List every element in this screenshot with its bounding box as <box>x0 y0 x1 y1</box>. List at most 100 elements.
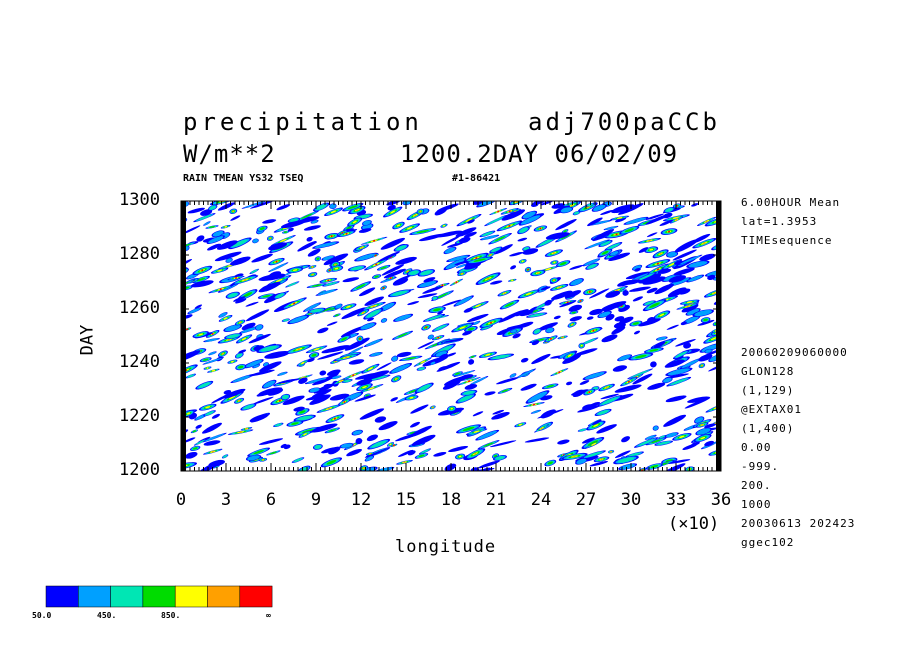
precip-cell <box>563 230 567 233</box>
precip-cell <box>192 447 198 450</box>
precip-cell <box>589 288 610 299</box>
precip-cell <box>553 315 561 320</box>
precip-cell <box>417 341 435 349</box>
precip-cell <box>520 215 541 225</box>
precip-cell <box>638 273 662 284</box>
precip-cell <box>494 236 506 242</box>
precip-cell <box>628 452 641 457</box>
precip-cell <box>656 262 659 265</box>
precip-cell <box>407 450 416 456</box>
precip-cell <box>283 444 291 450</box>
precip-cell <box>358 228 372 233</box>
precip-cell <box>610 450 613 453</box>
precip-cell <box>615 233 618 236</box>
precip-cell <box>529 313 544 317</box>
precip-cell <box>645 301 654 305</box>
precip-cell <box>587 217 603 227</box>
precip-cell <box>287 227 294 232</box>
precip-cell <box>333 417 336 420</box>
precip-cell <box>418 280 437 288</box>
precip-cell <box>665 359 685 368</box>
precip-cell <box>382 287 385 289</box>
precip-cell <box>694 309 713 317</box>
precip-cell <box>275 278 283 283</box>
precip-cell <box>462 426 475 431</box>
precip-cell <box>572 389 585 398</box>
precip-cell <box>391 356 398 362</box>
precip-cell <box>596 424 617 434</box>
precip-cell <box>584 372 605 380</box>
precip-cell <box>601 334 618 343</box>
precip-cell <box>674 239 698 253</box>
precip-cell <box>579 380 590 385</box>
precip-cell <box>187 374 195 378</box>
precip-cell <box>448 255 469 262</box>
precip-cell <box>367 367 373 371</box>
precip-cell <box>322 255 334 261</box>
precip-cell <box>615 217 627 223</box>
precip-cell <box>275 260 278 263</box>
precip-cell <box>196 440 205 445</box>
precip-cell <box>409 421 421 428</box>
precip-cell <box>605 314 615 321</box>
precip-cell <box>462 330 473 336</box>
precip-cell <box>395 378 398 380</box>
precip-cell <box>313 348 320 351</box>
precip-cell <box>442 224 446 227</box>
precip-cell <box>635 354 647 359</box>
precip-cell <box>209 351 216 355</box>
precip-cell <box>611 204 635 214</box>
precip-cell <box>417 293 438 299</box>
precip-cell <box>394 314 412 322</box>
precip-cell <box>552 252 555 254</box>
precip-cell <box>571 311 576 314</box>
precip-cell <box>234 273 244 278</box>
precip-cell <box>581 437 595 444</box>
precip-cell <box>568 304 583 312</box>
precip-cell <box>307 357 315 363</box>
precip-cell <box>221 388 246 399</box>
precip-cell <box>395 256 417 265</box>
precip-cell <box>197 277 206 282</box>
precip-cell <box>698 354 713 362</box>
precip-cell <box>647 382 666 390</box>
precip-cell <box>287 282 297 287</box>
precip-cell <box>545 327 554 333</box>
precip-cell <box>544 299 552 306</box>
precip-cell <box>307 377 327 384</box>
precip-cell <box>311 273 314 276</box>
precip-cell <box>547 461 553 465</box>
precip-cell <box>383 268 407 279</box>
precip-cell <box>477 430 498 440</box>
precip-cell <box>430 361 436 365</box>
precip-cell <box>713 292 716 294</box>
precip-cell <box>437 293 448 299</box>
precip-cell <box>226 258 233 263</box>
precip-cell <box>459 395 473 402</box>
precip-cell <box>467 219 475 224</box>
precip-cell <box>701 344 720 352</box>
precip-cell <box>569 264 583 270</box>
precip-cell <box>207 243 222 251</box>
precip-cell <box>408 389 418 394</box>
precip-cell <box>646 232 658 238</box>
precip-cell <box>299 410 306 414</box>
precip-cell <box>570 278 583 286</box>
precip-cell <box>340 326 365 338</box>
precip-cell <box>346 305 351 308</box>
precip-cell <box>211 333 214 335</box>
precip-cell <box>418 367 425 371</box>
precip-cell <box>418 454 425 458</box>
precip-cell <box>574 348 598 356</box>
precip-cell <box>491 247 501 252</box>
precip-cell <box>659 313 665 317</box>
precip-cell <box>233 296 246 302</box>
precip-cell <box>343 379 351 383</box>
precip-cell <box>705 349 712 353</box>
precip-cell <box>600 241 611 246</box>
precip-cell <box>512 333 521 339</box>
colorbar-swatch <box>78 585 111 608</box>
precip-cell <box>672 216 681 219</box>
precip-cell <box>665 208 673 212</box>
